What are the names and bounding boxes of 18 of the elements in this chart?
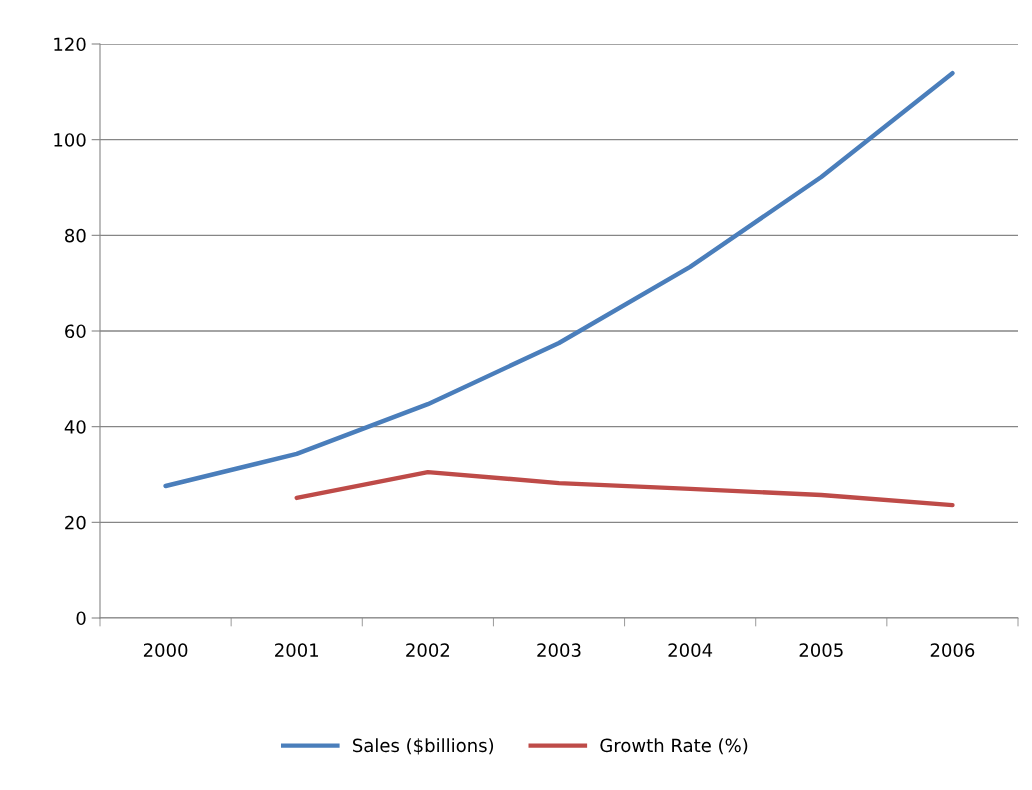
x-tick-label: 2005 [799, 643, 843, 657]
x-tick-label: 2000 [143, 643, 188, 657]
y-tick-label: 120 [54, 37, 86, 52]
x-tick-label: 2004 [668, 643, 713, 657]
legend-label: Growth Rate (%) [600, 738, 748, 755]
legend-label: Sales ($billions) [353, 738, 494, 755]
x-tick-label: 2003 [537, 643, 581, 657]
y-tick-label: 60 [65, 324, 86, 339]
y-tick-label: 80 [65, 228, 86, 243]
line-series [294, 469, 955, 508]
line-series [163, 70, 955, 489]
x-tick-label: 2002 [406, 643, 450, 657]
x-tick-label: 2001 [275, 643, 319, 657]
y-tick-label: 0 [76, 611, 86, 626]
x-tick-label: 2006 [930, 643, 975, 657]
y-tick-label: 100 [54, 133, 86, 147]
y-tick-label: 40 [64, 420, 86, 434]
y-tick-label: 20 [65, 515, 86, 530]
